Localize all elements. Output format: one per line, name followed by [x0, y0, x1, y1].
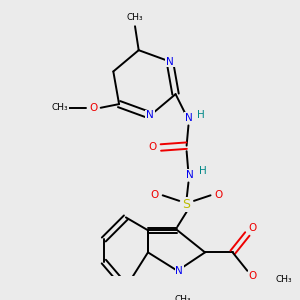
Text: CH₃: CH₃ [127, 14, 143, 22]
Text: CH₃: CH₃ [276, 275, 292, 284]
Text: N: N [146, 110, 154, 120]
Text: N: N [184, 113, 192, 123]
Text: O: O [249, 224, 257, 233]
Text: H: H [197, 110, 205, 120]
Text: CH₃: CH₃ [175, 295, 191, 300]
Text: O: O [148, 142, 157, 152]
Text: CH₃: CH₃ [52, 103, 68, 112]
Text: H: H [199, 167, 207, 176]
Text: O: O [249, 271, 257, 281]
Text: N: N [186, 170, 194, 180]
Text: O: O [150, 190, 158, 200]
Text: N: N [176, 266, 183, 276]
Text: N: N [166, 56, 174, 67]
Text: O: O [215, 190, 223, 200]
Text: S: S [183, 198, 190, 211]
Text: O: O [89, 103, 98, 113]
